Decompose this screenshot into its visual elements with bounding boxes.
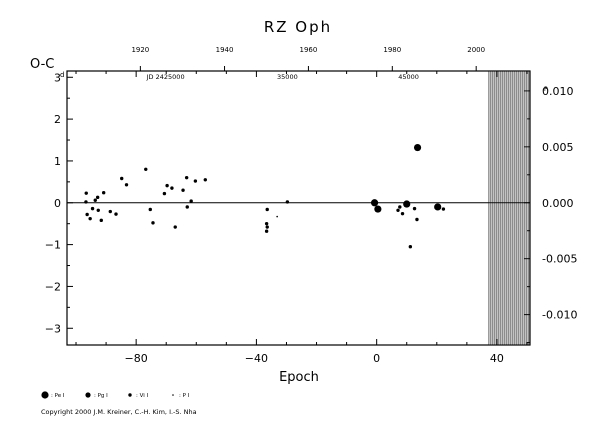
left-axis-ticks: −3 −2 −1 0 1 2 3 xyxy=(45,71,73,335)
data-point xyxy=(415,217,419,222)
data-point xyxy=(99,218,103,223)
data-point xyxy=(120,176,124,181)
data-point xyxy=(148,207,152,212)
jd-label: JD 2425000 xyxy=(146,73,185,81)
data-point xyxy=(285,200,290,204)
data-point xyxy=(264,221,269,226)
data-point xyxy=(203,178,207,182)
top-year-label: 1920 xyxy=(131,46,149,54)
data-point xyxy=(184,175,189,180)
right-tick-label: -0.010 xyxy=(542,309,577,322)
legend: : Pe I : Pg I : Vi I : P I xyxy=(41,391,190,399)
x-tick-label: −40 xyxy=(245,352,268,365)
chart-title: RZ Oph xyxy=(264,18,332,36)
legend-marker xyxy=(85,392,91,398)
top-year-label: 1940 xyxy=(216,46,234,54)
right-tick-label: 0.010 xyxy=(542,85,574,98)
y-tick-label: 2 xyxy=(54,113,61,126)
data-point xyxy=(264,229,269,233)
data-point xyxy=(114,212,118,216)
data-point xyxy=(189,199,193,203)
data-point xyxy=(93,198,97,202)
future-region-fill xyxy=(488,71,530,345)
data-point xyxy=(265,225,269,229)
data-point xyxy=(90,206,95,211)
y-tick-label: −2 xyxy=(45,280,61,293)
x-tick-label: 0 xyxy=(373,352,380,365)
legend-marker xyxy=(41,391,49,399)
data-point xyxy=(265,207,269,212)
data-point xyxy=(108,209,112,214)
data-point xyxy=(400,211,405,216)
data-point xyxy=(370,199,379,207)
data-point xyxy=(276,215,278,218)
data-point xyxy=(84,191,88,195)
copyright-text: Copyright 2000 J.M. Kreiner, C.-H. Kim, … xyxy=(41,408,197,416)
y-tick-label: −1 xyxy=(45,239,61,252)
legend-marker xyxy=(172,394,174,396)
legend-label: : Vi I xyxy=(136,393,149,399)
data-point xyxy=(162,191,167,196)
y-tick-label: 1 xyxy=(54,155,61,168)
future-region-hatch xyxy=(488,70,530,346)
top-axis-ticks: 1920 1940 1960 1980 2000 JD 2425000 35000 45000 xyxy=(131,46,485,81)
jd-label: 45000 xyxy=(398,73,419,81)
data-point xyxy=(85,212,89,217)
right-tick-label: -0.005 xyxy=(542,253,577,266)
y-axis-label: O-C xyxy=(30,57,54,72)
data-point xyxy=(151,221,155,225)
data-point xyxy=(95,195,100,200)
data-point xyxy=(374,205,382,213)
data-point xyxy=(170,186,174,190)
data-points xyxy=(84,143,446,249)
data-point xyxy=(165,183,169,188)
legend-marker xyxy=(128,393,132,397)
data-point xyxy=(124,183,129,187)
legend-label: : Pe I xyxy=(51,393,65,399)
data-point xyxy=(193,179,198,183)
y-tick-label: −3 xyxy=(45,322,61,335)
data-point xyxy=(101,191,106,195)
data-point xyxy=(412,206,417,211)
top-year-label: 2000 xyxy=(467,46,485,54)
legend-label: : P I xyxy=(179,393,190,399)
data-point xyxy=(408,244,413,249)
x-tick-label: −80 xyxy=(125,352,148,365)
data-point xyxy=(396,208,400,213)
x-axis-label: Epoch xyxy=(279,370,319,385)
x-tick-label: 40 xyxy=(490,352,504,365)
data-point xyxy=(144,167,148,172)
data-point xyxy=(398,205,402,209)
y-tick-label: 3 xyxy=(54,71,61,84)
data-point xyxy=(403,200,411,208)
right-tick-label: 0.000 xyxy=(542,197,574,210)
data-point xyxy=(185,205,189,209)
right-tick-label: 0.005 xyxy=(542,141,574,154)
data-point xyxy=(434,203,442,211)
jd-label: 35000 xyxy=(277,73,298,81)
y-tick-label: 0 xyxy=(54,197,61,210)
bottom-axis-ticks: −80 −40 0 40 xyxy=(75,71,528,365)
data-point xyxy=(88,216,92,221)
y-axis-unit: d xyxy=(60,71,64,79)
legend-label: : Pg I xyxy=(94,393,108,399)
top-year-label: 1980 xyxy=(383,46,401,54)
right-axis-unit: P xyxy=(544,86,548,93)
data-point xyxy=(181,188,185,192)
right-axis-ticks: 0.010 0.005 0.000 -0.005 -0.010 xyxy=(524,85,577,344)
plot-frame xyxy=(66,70,531,346)
top-year-label: 1960 xyxy=(300,46,318,54)
data-point xyxy=(413,143,422,152)
data-point xyxy=(84,200,88,204)
data-point xyxy=(441,207,446,211)
data-point xyxy=(173,225,177,229)
data-point xyxy=(96,208,100,213)
